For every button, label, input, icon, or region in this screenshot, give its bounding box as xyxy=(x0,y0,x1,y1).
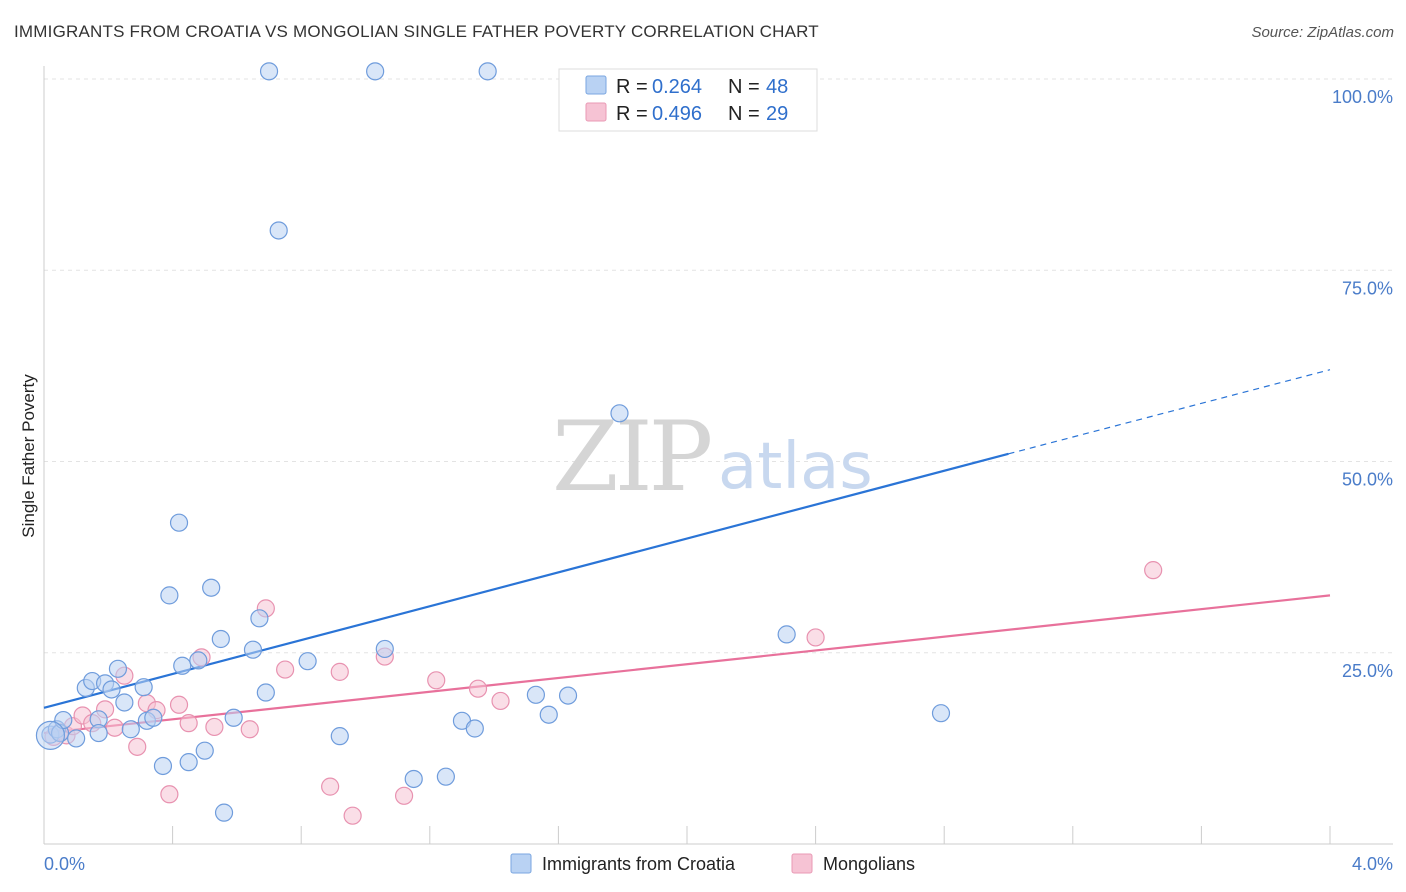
point-croatia-19 xyxy=(169,513,189,532)
point-croatia-45 xyxy=(610,404,629,423)
point-mongolians-28 xyxy=(806,628,825,647)
legend-n-label-1: N = xyxy=(728,76,760,98)
chart-title: IMMIGRANTS FROM CROATIA VS MONGOLIAN SIN… xyxy=(14,22,819,41)
point-croatia-28 xyxy=(243,640,263,659)
legend-swatch-blue xyxy=(585,75,607,95)
point-croatia-42 xyxy=(526,685,545,704)
point-mongolians-21 xyxy=(330,662,349,681)
point-croatia-47 xyxy=(931,704,951,723)
gridlines xyxy=(44,78,1393,654)
source-label: Source: ZipAtlas.com xyxy=(1251,24,1394,41)
point-croatia-40 xyxy=(465,719,484,738)
point-croatia-17 xyxy=(153,756,173,776)
legend-r-value-1: 0.264 xyxy=(652,76,702,98)
point-croatia-23 xyxy=(195,741,214,760)
legend-r-label-2: R = xyxy=(616,103,648,125)
point-croatia-32 xyxy=(269,221,288,240)
point-mongolians-12 xyxy=(160,785,179,804)
y-tick-labels: 100.0% 75.0% 50.0% 25.0% xyxy=(1332,87,1393,681)
point-croatia-26 xyxy=(214,803,234,822)
legend-n-label-2: N = xyxy=(728,103,760,125)
point-mongolians-24 xyxy=(394,786,414,805)
legend-n-value-1: 48 xyxy=(766,76,788,98)
point-croatia-16 xyxy=(144,708,163,727)
series-immigrants-from-croatia xyxy=(35,62,951,822)
x-tick-label-0: 0.0% xyxy=(44,854,85,874)
bottom-legend-label-croatia: Immigrants from Croatia xyxy=(542,854,736,874)
point-croatia-14 xyxy=(134,678,153,697)
point-croatia-21 xyxy=(179,753,198,772)
bottom-legend-label-mongolians: Mongolians xyxy=(823,854,915,874)
point-croatia-27 xyxy=(224,708,243,727)
point-croatia-4 xyxy=(67,729,86,748)
bottom-legend: Immigrants from Croatia Mongolians xyxy=(510,853,915,874)
point-croatia-35 xyxy=(366,62,385,81)
legend-r-label-1: R = xyxy=(616,76,648,98)
y-tick-label-0: 100.0% xyxy=(1332,87,1393,107)
point-croatia-22 xyxy=(189,651,208,670)
point-croatia-10 xyxy=(102,680,121,699)
y-tick-label-2: 50.0% xyxy=(1342,470,1393,490)
point-croatia-34 xyxy=(330,727,349,746)
legend: R = 0.264 N = 48 R = 0.496 N = 29 xyxy=(558,68,818,132)
point-croatia-25 xyxy=(211,629,230,649)
point-mongolians-22 xyxy=(343,806,362,825)
point-croatia-30 xyxy=(256,683,275,702)
point-mongolians-27 xyxy=(491,691,510,711)
point-croatia-44 xyxy=(558,686,578,705)
point-mongolians-29 xyxy=(1144,561,1163,580)
axes xyxy=(43,66,1393,845)
point-mongolians-16 xyxy=(205,717,224,737)
point-croatia-20 xyxy=(173,656,192,675)
trendline-mongolians xyxy=(43,594,1331,735)
point-croatia-33 xyxy=(298,652,317,671)
point-croatia-29 xyxy=(250,609,269,628)
point-croatia-31 xyxy=(259,62,279,81)
point-croatia-43 xyxy=(539,705,558,724)
point-mongolians-9 xyxy=(128,737,147,756)
point-mongolians-7 xyxy=(105,718,124,737)
point-croatia-37 xyxy=(404,769,423,789)
point-mongolians-17 xyxy=(240,720,259,739)
watermark-zip: ZIP xyxy=(552,401,711,513)
legend-swatch-pink xyxy=(585,102,607,122)
y-tick-label-1: 75.0% xyxy=(1342,278,1393,298)
point-mongolians-26 xyxy=(468,679,488,698)
point-mongolians-25 xyxy=(427,671,446,690)
point-mongolians-19 xyxy=(276,660,295,679)
point-croatia-cluster xyxy=(35,720,66,750)
legend-r-value-2: 0.496 xyxy=(652,103,702,125)
point-croatia-36 xyxy=(375,639,394,659)
point-croatia-11 xyxy=(108,659,128,678)
bottom-legend-swatch-pink xyxy=(791,853,813,874)
point-croatia-46 xyxy=(777,625,796,644)
y-tick-label-3: 25.0% xyxy=(1342,661,1393,681)
trendline-croatia-extension xyxy=(1008,369,1331,455)
point-mongolians-13 xyxy=(169,695,189,714)
x-tick-labels: 0.0% 4.0% xyxy=(44,854,1393,874)
point-croatia-8 xyxy=(89,723,108,743)
point-croatia-38 xyxy=(436,767,455,786)
y-axis-label: Single Father Poverty xyxy=(19,374,38,538)
point-mongolians-20 xyxy=(321,777,340,796)
point-croatia-24 xyxy=(202,578,221,597)
point-mongolians-14 xyxy=(179,714,198,733)
series-mongolians xyxy=(44,561,1163,825)
point-croatia-13 xyxy=(121,720,140,739)
watermark: ZIP atlas xyxy=(552,401,873,513)
x-tick-label-1: 4.0% xyxy=(1352,854,1393,874)
bottom-legend-swatch-blue xyxy=(510,853,532,874)
point-croatia-41 xyxy=(478,62,497,81)
legend-n-value-2: 29 xyxy=(766,103,788,125)
point-croatia-18 xyxy=(160,586,179,605)
point-croatia-12 xyxy=(115,693,134,712)
watermark-atlas: atlas xyxy=(718,430,873,504)
